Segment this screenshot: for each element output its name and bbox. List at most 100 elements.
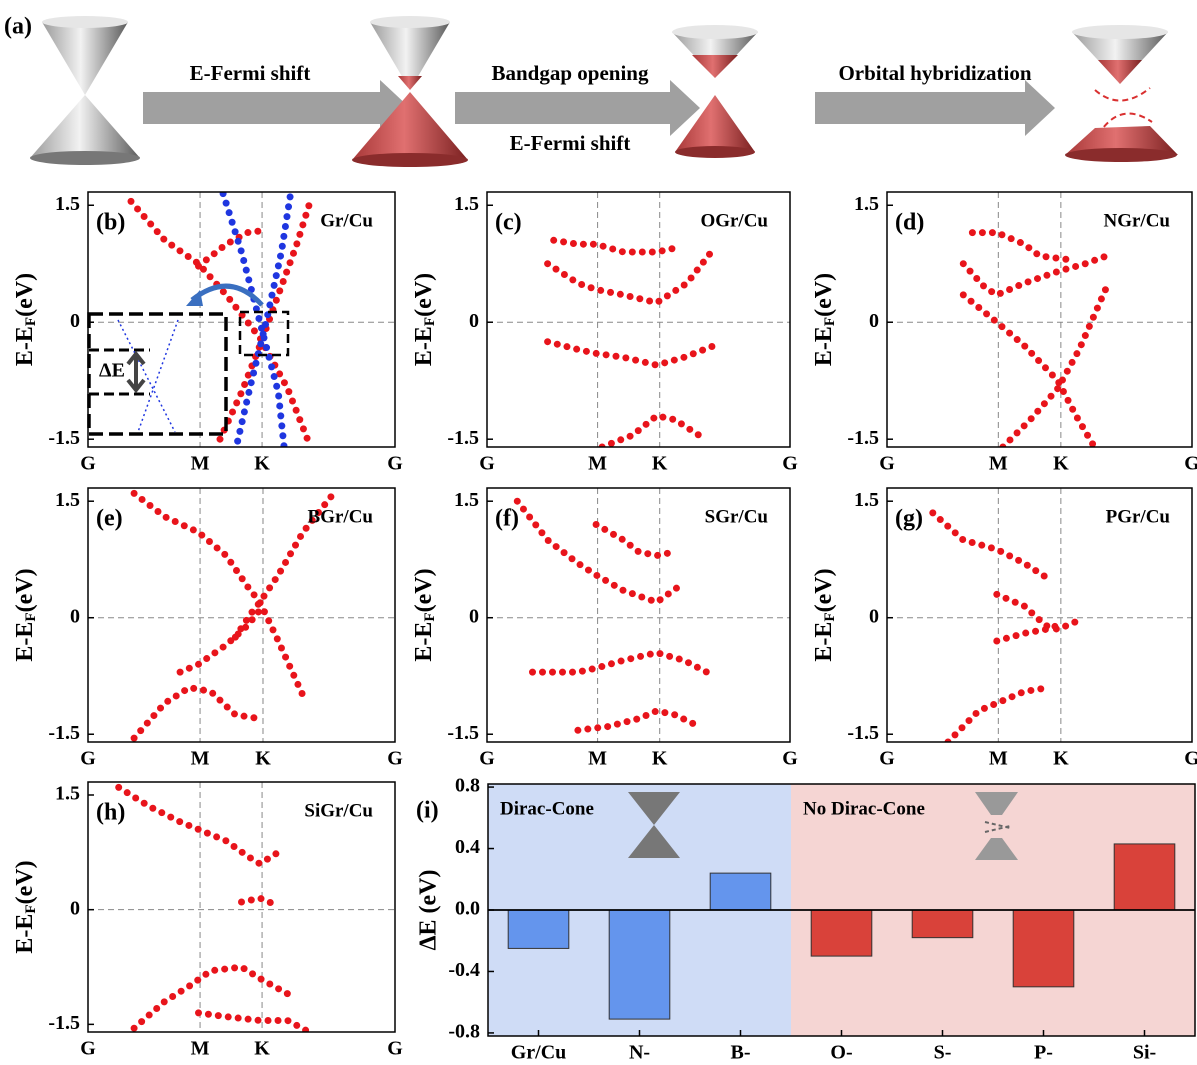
y-axis-label: E-EF(eV) (12, 273, 40, 366)
x-tick-label: G (879, 453, 895, 475)
x-tick-label: G (1184, 748, 1197, 770)
y-axis-label: E-EF(eV) (12, 568, 40, 661)
x-tick-label: G (80, 748, 96, 770)
x-tick-label: G (80, 453, 96, 475)
hybrid-band (1094, 87, 1153, 136)
band-line (529, 649, 718, 680)
y-axis-label-part: (eV) (411, 568, 437, 612)
y-tick-label: 1.5 (454, 489, 479, 511)
panel-title: Gr/Cu (320, 210, 373, 231)
y-axis-label: ΔE (eV) (416, 869, 442, 950)
x-tick-label: M (191, 1038, 210, 1060)
cone-fill (398, 76, 422, 90)
y-axis-label-part: F (23, 612, 39, 621)
x-tick-label: M (191, 453, 210, 475)
x-tick-label: G (387, 748, 403, 770)
panel-a: (a) E-Fermi shift Bandgap opening E-Ferm… (4, 14, 1178, 167)
x-tick-label: K (1053, 453, 1069, 475)
frame (486, 487, 791, 743)
inset-label: ΔE (99, 360, 125, 382)
cone-top (42, 16, 128, 28)
x-tick-label: M (989, 453, 1008, 475)
x-tick-label: S- (934, 1042, 952, 1064)
frame (87, 487, 396, 743)
bands (115, 783, 313, 1032)
bar (911, 909, 974, 939)
arrow (815, 80, 1055, 136)
panel-label: (f) (495, 506, 519, 532)
band-line (231, 489, 338, 641)
x-tick-label: G (387, 453, 403, 475)
x-tick-label: M (588, 453, 607, 475)
band-line (959, 252, 1111, 299)
x-tick-label: K (1053, 748, 1069, 770)
y-tick-label: 0 (469, 605, 479, 627)
y-tick-label: 0.8 (455, 775, 480, 797)
plot-area (88, 192, 395, 447)
x-tick-label: M (191, 748, 210, 770)
frame (886, 487, 1193, 743)
y-tick-label: 0.4 (455, 836, 480, 858)
arrow-label: E-Fermi shift (510, 131, 631, 155)
y-axis-label-part: E-E (411, 326, 437, 366)
plot-area (887, 488, 1192, 742)
x-tick-label: K (652, 748, 668, 770)
band-line (238, 894, 282, 910)
panel-title: SiGr/Cu (304, 800, 373, 821)
x-tick-label: G (782, 748, 798, 770)
bar (1012, 909, 1075, 988)
band-line (130, 489, 307, 699)
x-tick-label: N- (629, 1042, 650, 1064)
y-axis-label: E-EF(eV) (411, 273, 439, 366)
zoom-box (238, 310, 290, 357)
cone-top (672, 25, 758, 39)
band-line (550, 236, 679, 256)
y-tick-label: -1.5 (447, 722, 479, 744)
y-tick-label: 1.5 (55, 193, 80, 215)
band-line (959, 291, 1098, 447)
band-line (993, 622, 1062, 645)
band-line (130, 683, 264, 742)
x-tick-label: B- (731, 1042, 751, 1064)
bands (929, 509, 1080, 742)
band-line (544, 338, 718, 369)
y-axis-label-part: E-E (12, 914, 38, 954)
x-tick-label: K (254, 1038, 270, 1060)
panel-title: BGr/Cu (308, 506, 374, 527)
x-tick-label: Si- (1133, 1042, 1156, 1064)
plot-area (88, 782, 395, 1032)
y-tick-label: 0.0 (455, 898, 480, 920)
cone (675, 95, 755, 152)
cone-fill (1098, 60, 1142, 84)
y-axis-label-part: (eV) (811, 273, 837, 317)
panel-title: NGr/Cu (1104, 210, 1171, 231)
x-tick-label: G (80, 1038, 96, 1060)
band-line (544, 244, 718, 307)
panel-label: (i) (416, 798, 439, 824)
band-line (993, 590, 1080, 634)
plot-area (487, 192, 790, 447)
band-line (127, 197, 313, 447)
panel-label: (g) (895, 506, 923, 532)
frame (886, 191, 1193, 448)
y-tick-label: 1.5 (854, 193, 879, 215)
y-axis-label-part: F (822, 612, 838, 621)
bar (810, 909, 873, 957)
x-tick-label: G (387, 1038, 403, 1060)
y-tick-label: 1.5 (55, 783, 80, 805)
cone-base (675, 146, 755, 158)
y-axis-label: E-EF(eV) (811, 568, 839, 661)
panel-title: SGr/Cu (705, 506, 769, 527)
y-tick-label: 1.5 (55, 489, 80, 511)
dirac-icon (628, 792, 680, 858)
cone (352, 92, 468, 160)
panel-label: (e) (96, 506, 123, 532)
y-axis-label-part: E-E (811, 326, 837, 366)
y-tick-label: -1.5 (48, 1012, 80, 1034)
inset-band (117, 319, 176, 433)
y-tick-label: -0.4 (448, 959, 480, 981)
panel-label: (d) (895, 210, 924, 236)
band-line (176, 606, 264, 676)
arrow-label: Orbital hybridization (838, 61, 1031, 85)
